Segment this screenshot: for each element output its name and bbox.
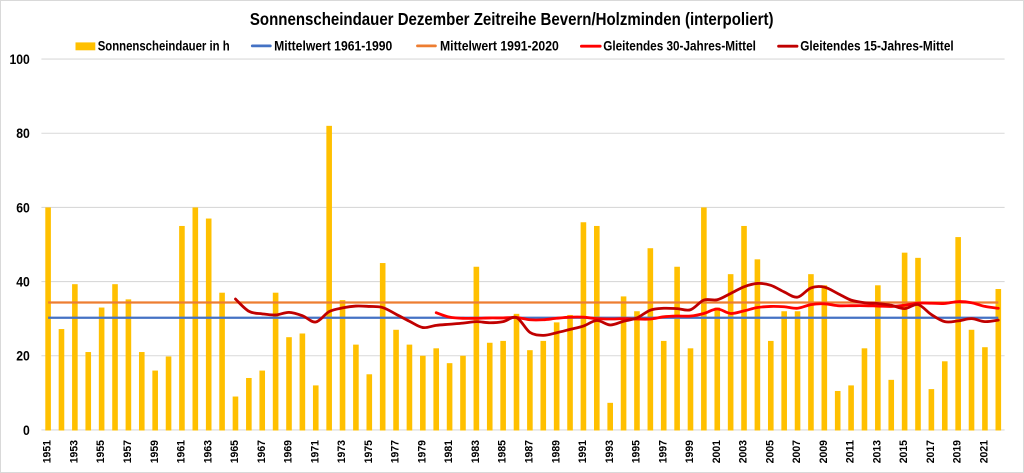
svg-text:1969: 1969 (283, 440, 295, 463)
svg-text:1995: 1995 (631, 440, 643, 463)
svg-text:Mittelwert 1991-2020: Mittelwert 1991-2020 (440, 38, 559, 53)
svg-text:1981: 1981 (443, 440, 455, 463)
svg-text:1971: 1971 (309, 440, 321, 463)
svg-text:1953: 1953 (68, 440, 80, 463)
svg-text:Sonnenscheindauer in h: Sonnenscheindauer in h (98, 38, 230, 53)
svg-text:1967: 1967 (256, 440, 268, 463)
svg-text:2021: 2021 (979, 440, 991, 463)
svg-text:1979: 1979 (416, 440, 428, 463)
svg-text:2005: 2005 (764, 440, 776, 463)
svg-text:2001: 2001 (711, 440, 723, 463)
svg-text:1963: 1963 (202, 440, 214, 463)
svg-text:1987: 1987 (523, 440, 535, 463)
svg-text:20: 20 (16, 348, 30, 364)
svg-text:1973: 1973 (336, 440, 348, 463)
svg-text:100: 100 (10, 51, 30, 67)
svg-text:1975: 1975 (363, 440, 375, 463)
svg-text:2007: 2007 (791, 440, 803, 463)
svg-text:1999: 1999 (684, 440, 696, 463)
svg-text:1983: 1983 (470, 440, 482, 463)
svg-text:1991: 1991 (577, 440, 589, 463)
svg-text:1951: 1951 (42, 440, 54, 463)
svg-text:1961: 1961 (176, 440, 188, 463)
svg-text:2013: 2013 (871, 440, 883, 463)
svg-text:1959: 1959 (149, 440, 161, 463)
svg-text:1997: 1997 (657, 440, 669, 463)
svg-text:2015: 2015 (898, 440, 910, 463)
svg-text:1989: 1989 (550, 440, 562, 463)
svg-text:1957: 1957 (122, 440, 134, 463)
svg-text:1965: 1965 (229, 440, 241, 463)
svg-text:0: 0 (23, 422, 30, 438)
svg-text:2017: 2017 (925, 440, 937, 463)
svg-text:2009: 2009 (818, 440, 830, 463)
svg-text:Mittelwert 1961-1990: Mittelwert 1961-1990 (274, 38, 393, 53)
svg-text:1955: 1955 (95, 440, 107, 463)
svg-text:1993: 1993 (604, 440, 616, 463)
svg-text:Sonnenscheindauer Dezember Zei: Sonnenscheindauer Dezember Zeitreihe Bev… (250, 9, 774, 29)
svg-text:40: 40 (16, 273, 30, 289)
svg-text:2011: 2011 (845, 440, 857, 463)
svg-text:Gleitendes 15-Jahres-Mittel: Gleitendes 15-Jahres-Mittel (800, 38, 954, 53)
svg-text:2019: 2019 (952, 440, 964, 463)
svg-text:1985: 1985 (497, 440, 509, 463)
svg-text:80: 80 (16, 125, 30, 141)
svg-text:1977: 1977 (390, 440, 402, 463)
svg-text:Gleitendes 30-Jahres-Mittel: Gleitendes 30-Jahres-Mittel (603, 38, 756, 53)
svg-text:60: 60 (16, 199, 30, 215)
svg-text:2003: 2003 (738, 440, 750, 463)
